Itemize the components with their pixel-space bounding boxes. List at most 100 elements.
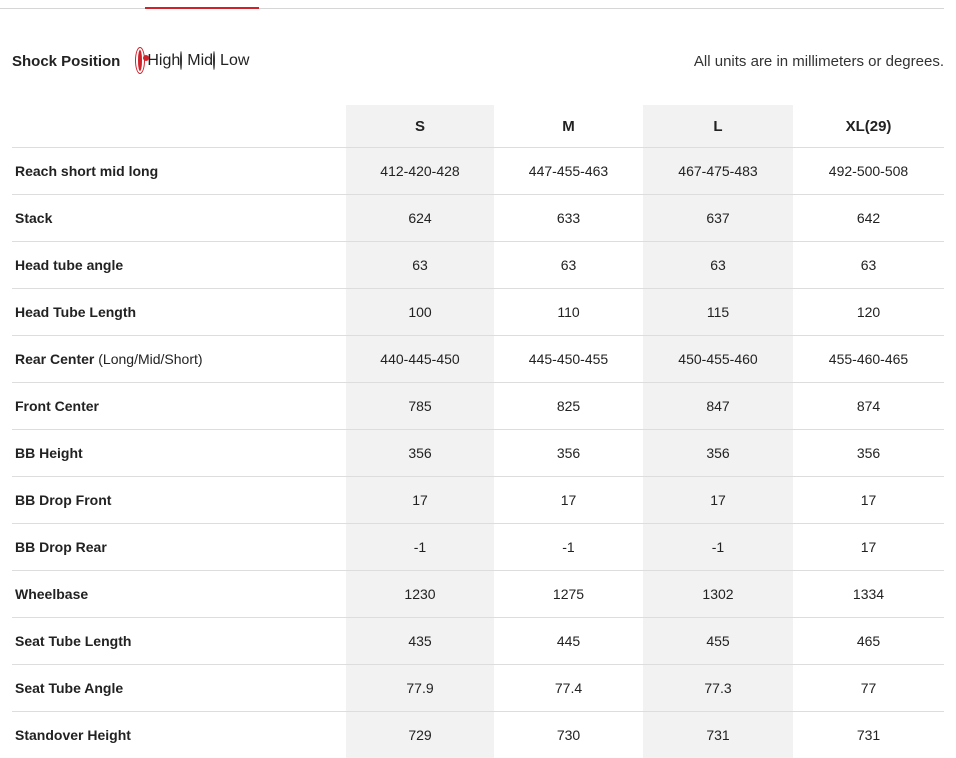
- row-label: Rear Center: [15, 351, 95, 367]
- radio-option[interactable]: Low: [213, 51, 250, 70]
- table-cell: 115: [643, 288, 793, 336]
- header-blank: [12, 105, 346, 148]
- geometry-table: S M L XL(29) Reach short mid long 412-420-42…: [12, 105, 944, 758]
- table-cell: 63: [643, 241, 793, 289]
- table-cell: 77: [793, 664, 944, 712]
- table-cell: 642: [793, 194, 944, 242]
- table-row: BB Drop Rear -1 -1 -1 17: [12, 523, 944, 571]
- table-cell: 445: [494, 617, 643, 665]
- row-label: Wheelbase: [15, 586, 89, 602]
- row-label: BB Drop Front: [15, 492, 112, 508]
- table-cell: 17: [346, 476, 494, 524]
- table-cell: 77.3: [643, 664, 793, 712]
- table-cell: 785: [346, 382, 494, 430]
- table-cell: 63: [793, 241, 944, 289]
- row-label: Seat Tube Angle: [15, 680, 124, 696]
- table-cell: 435: [346, 617, 494, 665]
- row-label: Reach short mid long: [15, 163, 159, 179]
- column-header: S: [346, 105, 494, 148]
- row-label: Stack: [15, 210, 53, 226]
- column-header: XL(29): [793, 105, 944, 148]
- table-row: Stack 624 633 637 642: [12, 194, 944, 242]
- radio-option[interactable]: High: [138, 50, 181, 71]
- units-note: All units are in millimeters or degrees.: [693, 53, 944, 70]
- shock-position-label: Shock Position: [12, 52, 121, 70]
- row-label: BB Drop Rear: [15, 539, 107, 555]
- table-cell: 356: [346, 429, 494, 477]
- table-row: Standover Height 729 730 731 731: [12, 711, 944, 758]
- table-cell: 847: [643, 382, 793, 430]
- table-cell: 17: [793, 476, 944, 524]
- table-cell: 1275: [494, 570, 643, 618]
- row-label-cell: Rear Center (Long/Mid/Short): [12, 335, 346, 383]
- row-label-cell: Wheelbase: [12, 570, 346, 618]
- table-cell: 100: [346, 288, 494, 336]
- table-cell: 17: [793, 523, 944, 571]
- table-cell: -1: [494, 523, 643, 571]
- table-row: Reach short mid long 412-420-428 447-455-4…: [12, 147, 944, 195]
- table-row: Seat Tube Angle 77.9 77.4 77.3 77: [12, 664, 944, 712]
- table-cell: 63: [346, 241, 494, 289]
- table-row: Front Center 785 825 847 874: [12, 382, 944, 430]
- table-row: Seat Tube Length 435 445 455 465: [12, 617, 944, 665]
- row-label: Front Center: [15, 398, 99, 414]
- table-cell: 731: [793, 711, 944, 758]
- table-row: BB Height 356 356 356 356: [12, 429, 944, 477]
- shock-position: Shock Position High Mid Low: [12, 50, 249, 72]
- table-cell: 465: [793, 617, 944, 665]
- table-cell: 730: [494, 711, 643, 758]
- table-cell: 63: [494, 241, 643, 289]
- header-row: S M L XL(29): [12, 105, 944, 148]
- table-cell: 356: [494, 429, 643, 477]
- row-label-note: (Long/Mid/Short): [98, 351, 203, 367]
- row-label: Seat Tube Length: [15, 633, 132, 649]
- table-cell: 492-500-508: [793, 147, 944, 195]
- table-row: BB Drop Front 17 17 17 17: [12, 476, 944, 524]
- table-cell: 110: [494, 288, 643, 336]
- table-cell: 1302: [643, 570, 793, 618]
- row-label-cell: Seat Tube Length: [12, 617, 346, 665]
- table-cell: 17: [494, 476, 643, 524]
- table-cell: 447-455-463: [494, 147, 643, 195]
- table-cell: 825: [494, 382, 643, 430]
- table-row: Head Tube Length 100 110 115 120: [12, 288, 944, 336]
- table-cell: 450-455-460: [643, 335, 793, 383]
- radio-button[interactable]: [180, 51, 183, 70]
- row-label-cell: Reach short mid long: [12, 147, 346, 195]
- table-row: Head tube angle 63 63 63 63: [12, 241, 944, 289]
- row-label-cell: Head tube angle: [12, 241, 346, 289]
- table-cell: 633: [494, 194, 643, 242]
- table-cell: 120: [793, 288, 944, 336]
- row-label: Standover Height: [15, 727, 131, 743]
- table-cell: 1230: [346, 570, 494, 618]
- column-header: L: [643, 105, 793, 148]
- table-cell: 356: [643, 429, 793, 477]
- table-cell: 77.4: [494, 664, 643, 712]
- table-cell: 1334: [793, 570, 944, 618]
- table-cell: -1: [643, 523, 793, 571]
- row-label: BB Height: [15, 445, 83, 461]
- table-cell: 731: [643, 711, 793, 758]
- table-cell: 637: [643, 194, 793, 242]
- radio-option[interactable]: Mid: [180, 51, 214, 70]
- table-cell: 467-475-483: [643, 147, 793, 195]
- table-cell: 77.9: [346, 664, 494, 712]
- radio-label[interactable]: Mid: [187, 52, 214, 69]
- radio-label[interactable]: Low: [220, 52, 250, 69]
- row-label-cell: Head Tube Length: [12, 288, 346, 336]
- table-row: Rear Center (Long/Mid/Short) 440-445-450 4…: [12, 335, 944, 383]
- table-cell: -1: [346, 523, 494, 571]
- radio-button[interactable]: [213, 51, 216, 70]
- row-label: Head Tube Length: [15, 304, 137, 320]
- table-cell: 412-420-428: [346, 147, 494, 195]
- row-label-cell: Seat Tube Angle: [12, 664, 346, 712]
- row-label-cell: Stack: [12, 194, 346, 242]
- table-cell: 874: [793, 382, 944, 430]
- table-cell: 455: [643, 617, 793, 665]
- radio-button[interactable]: [138, 50, 143, 71]
- row-label-cell: Standover Height: [12, 711, 346, 758]
- radio-label[interactable]: High: [147, 52, 181, 69]
- table-cell: 729: [346, 711, 494, 758]
- table-cell: 455-460-465: [793, 335, 944, 383]
